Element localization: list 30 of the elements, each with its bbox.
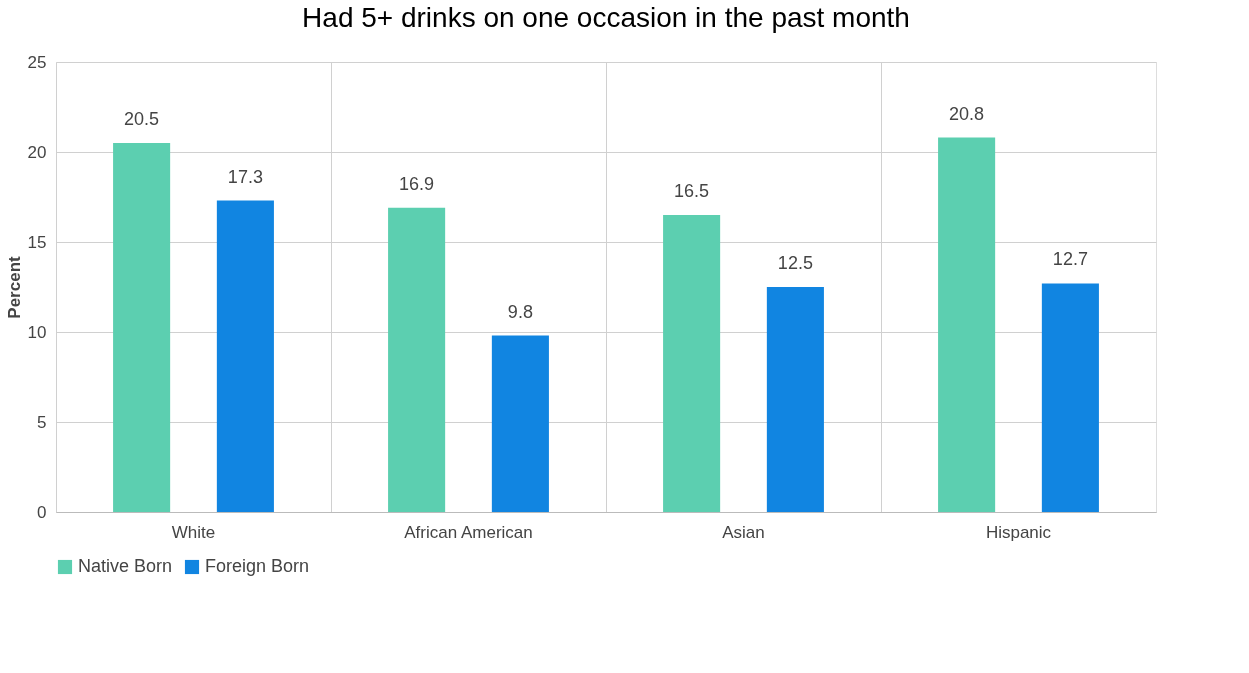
bar bbox=[938, 137, 996, 512]
bar bbox=[663, 215, 721, 512]
y-tick-label: 10 bbox=[27, 322, 47, 342]
x-tick-label: White bbox=[171, 522, 216, 542]
data-label: 20.8 bbox=[949, 103, 985, 124]
legend-label: Foreign Born bbox=[205, 556, 310, 576]
bar bbox=[766, 287, 824, 512]
data-label: 16.5 bbox=[674, 181, 710, 201]
data-label: 12.7 bbox=[1052, 249, 1088, 270]
data-label: 17.3 bbox=[227, 166, 263, 187]
data-label: 20.5 bbox=[124, 109, 160, 129]
x-tick-label: African American bbox=[404, 522, 533, 542]
bar bbox=[113, 143, 171, 512]
bar bbox=[216, 200, 274, 512]
y-tick-label: 0 bbox=[37, 502, 47, 522]
data-label: 16.9 bbox=[399, 173, 435, 194]
chart-title: Had 5+ drinks on one occasion in the past month bbox=[302, 2, 910, 33]
x-tick-label: Hispanic bbox=[985, 522, 1052, 542]
x-tick-label: Asian bbox=[722, 522, 765, 542]
bar bbox=[388, 207, 446, 512]
y-tick-label: 5 bbox=[37, 412, 47, 432]
y-tick-label: 15 bbox=[27, 232, 47, 252]
y-axis-title: Percent bbox=[4, 255, 24, 319]
data-label: 12.5 bbox=[777, 253, 813, 273]
y-tick-label: 20 bbox=[27, 142, 47, 162]
y-tick-label: 25 bbox=[27, 52, 47, 72]
legend-label: Native Born bbox=[78, 556, 173, 576]
bar bbox=[1041, 283, 1099, 512]
data-label: 9.8 bbox=[507, 301, 533, 322]
bar bbox=[491, 335, 549, 512]
